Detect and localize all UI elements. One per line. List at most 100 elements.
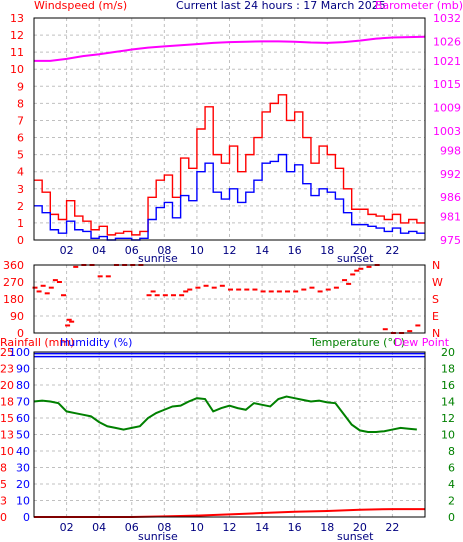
temperature-tick-label: 12 [441,412,455,425]
data-layer [32,35,426,518]
rain-tick-label: 8 [0,462,7,475]
humidity-tick-label: 60 [16,412,30,425]
direction-point [219,284,225,287]
humidity-tick-label: 0 [23,511,30,524]
x-tick-label-bottom: 12 [223,521,237,534]
barometer-tick-label: 1026 [433,35,461,48]
barometer-tick-label: 1021 [433,55,461,68]
direction-point [309,286,315,289]
direction-point [317,290,323,293]
direction-point [48,286,54,289]
wind-tick-label: 3 [17,183,24,196]
direction-point [146,294,152,297]
direction-point [211,286,217,289]
direction-point [195,286,201,289]
wind-panel-frame [33,17,426,241]
direction-point [61,294,67,297]
direction-point [32,286,38,289]
x-tick-label-bottom: 08 [157,521,171,534]
wind-tick-label: 8 [17,97,24,110]
rain-tick-label: 18 [0,396,14,409]
rain-tick-label: 20 [0,379,14,392]
lower-panel-frame [33,351,426,518]
x-tick-label: 10 [190,244,204,257]
barometer-tick-label: 1009 [433,102,461,115]
temperature-tick-label: 18 [441,363,455,376]
wind-tick-label: 12 [10,29,24,42]
direction-point [162,294,168,297]
direction-point [40,284,46,287]
humidity-tick-label: 100 [9,346,30,359]
x-tick-label: 02 [60,244,74,257]
x-tick-label-bottom: 04 [92,521,106,534]
humidity-tick-label: 70 [16,396,30,409]
wind-tick-label: 7 [17,114,24,127]
wind-tick-label: 0 [17,234,24,247]
direction-tick-label: 180 [3,293,24,306]
direction-point [354,269,360,272]
direction-point [260,290,266,293]
direction-point [36,290,42,293]
direction-point [65,324,71,327]
direction-panel-frame [33,264,426,334]
barometer-tick-label: 992 [440,168,461,181]
x-tick-label-bottom: 16 [288,521,302,534]
grid-layer [34,17,425,518]
x-tick-label-bottom: 14 [255,521,269,534]
direction-point [268,290,274,293]
x-tick-label-bottom: 06 [125,521,139,534]
direction-point [333,286,339,289]
direction-point [154,294,160,297]
barometer-tick-label: 998 [440,144,461,157]
temperature-tick-label: 16 [441,379,455,392]
rain-tick-label: 13 [0,429,14,442]
direction-point [342,279,348,282]
x-tick-label: 08 [157,244,171,257]
rain-tick-label: 10 [0,445,14,458]
direction-point [350,273,356,276]
barometer-tick-label: 975 [440,234,461,247]
direction-point [407,330,413,333]
tick-label-layer: 0123456789101112139759819869929981003100… [0,12,461,534]
wind-tick-label: 4 [17,166,24,179]
wind-tick-label: 5 [17,149,24,162]
direction-point [415,324,421,327]
direction-point [69,320,75,323]
wind-gust-line [34,94,425,236]
direction-point [73,265,79,268]
humidity-tick-label: 30 [16,462,30,475]
direction-point [187,288,193,291]
direction-tick-label: 0 [17,327,24,340]
x-tick-label: 20 [353,244,367,257]
sunset-label-top: sunset [337,252,374,265]
direction-point [97,275,103,278]
direction-point [293,290,299,293]
rain-tick-label: 25 [0,346,14,359]
x-tick-label-bottom: 20 [353,521,367,534]
direction-point [252,288,258,291]
humidity-tick-label: 50 [16,429,30,442]
barometer-tick-label: 1015 [433,78,461,91]
x-tick-label: 06 [125,244,139,257]
rain-tick-label: 5 [0,478,7,491]
x-tick-label: 16 [288,244,302,257]
humidity-tick-label: 90 [16,363,30,376]
rainfall-axis-label: Rainfall (mm) [0,336,74,349]
direction-point [285,290,291,293]
direction-tick-label: 270 [3,276,24,289]
wind-tick-label: 6 [17,132,24,145]
temperature-tick-label: 4 [448,478,455,491]
temperature-tick-label: 14 [441,396,455,409]
direction-tick-label: 90 [10,310,24,323]
direction-point [150,290,156,293]
temperature-tick-label: 2 [448,495,455,508]
compass-tick-label: N [432,259,440,272]
x-tick-label-bottom: 22 [385,521,399,534]
x-tick-label: 22 [385,244,399,257]
direction-point [183,290,189,293]
barometer-tick-label: 1032 [433,12,461,25]
temperature-tick-label: 8 [448,445,455,458]
x-tick-label-bottom: 18 [320,521,334,534]
barometer-tick-label: 981 [440,211,461,224]
